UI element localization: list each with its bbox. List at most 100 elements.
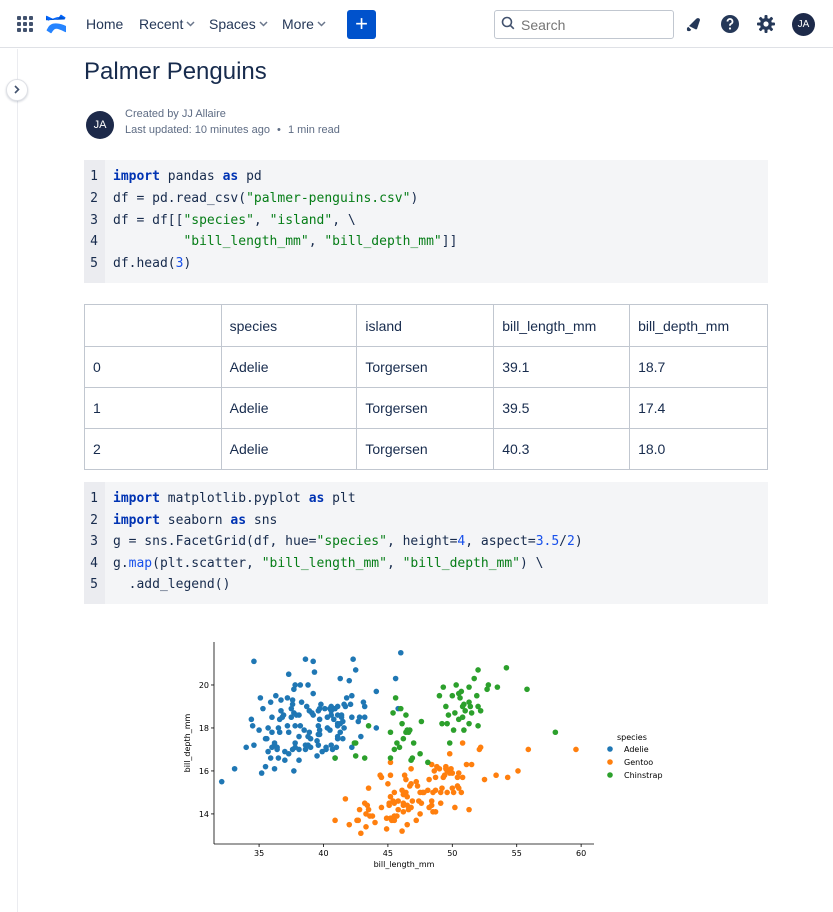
- data-point-gentoo: [417, 811, 423, 817]
- data-point-adelie: [278, 707, 284, 714]
- data-point-adelie: [285, 750, 292, 757]
- legend-marker-gentoo: [607, 759, 613, 765]
- data-point-gentoo: [399, 828, 405, 834]
- nav-recent[interactable]: Recent: [139, 0, 195, 48]
- x-axis-label: bill_length_mm: [374, 860, 435, 869]
- data-point-gentoo: [356, 806, 363, 813]
- data-point-adelie: [296, 733, 302, 740]
- data-point-adelie: [355, 718, 362, 725]
- nav-more[interactable]: More: [282, 0, 326, 48]
- data-point-adelie: [275, 725, 282, 731]
- table-cell: 2: [84, 428, 222, 470]
- data-point-adelie: [285, 671, 292, 678]
- data-point-gentoo: [394, 813, 400, 819]
- data-point-adelie: [288, 705, 295, 712]
- data-point-chinstrap: [444, 720, 450, 727]
- nav-home[interactable]: Home: [86, 0, 123, 48]
- legend-label-gentoo: Gentoo: [624, 758, 653, 767]
- data-point-adelie: [350, 656, 356, 662]
- data-point-chinstrap: [466, 684, 472, 690]
- code-text: df = df[["species", "island", \: [113, 213, 356, 228]
- app-switcher-icon[interactable]: [17, 0, 33, 48]
- search-box[interactable]: [494, 10, 674, 39]
- search-icon: [501, 16, 515, 33]
- expand-sidebar-button[interactable]: [6, 79, 28, 101]
- data-point-adelie: [314, 738, 320, 744]
- data-point-adelie: [280, 712, 287, 718]
- table-cell: 39.1: [493, 346, 631, 388]
- confluence-logo-icon[interactable]: [46, 0, 66, 48]
- table-cell: Torgersen: [356, 428, 495, 470]
- data-point-adelie: [310, 712, 316, 718]
- data-point-chinstrap: [449, 692, 456, 699]
- data-point-adelie: [265, 748, 271, 755]
- data-point-chinstrap: [475, 723, 481, 729]
- data-point-chinstrap: [392, 695, 399, 701]
- data-point-chinstrap: [417, 750, 423, 757]
- data-point-adelie: [373, 688, 380, 695]
- data-point-adelie: [316, 727, 323, 733]
- data-point-gentoo: [413, 778, 420, 785]
- data-point-gentoo: [432, 808, 439, 815]
- data-point-gentoo: [452, 804, 458, 811]
- search-input[interactable]: [521, 16, 661, 33]
- data-point-chinstrap: [387, 729, 394, 736]
- data-point-gentoo: [408, 804, 414, 811]
- notifications-icon[interactable]: [682, 12, 706, 36]
- data-point-chinstrap: [477, 707, 484, 714]
- data-point-chinstrap: [391, 746, 398, 753]
- table-row: 2 Adelie Torgersen 40.3 18.0: [84, 428, 768, 470]
- data-point-chinstrap: [390, 710, 396, 716]
- data-point-adelie: [342, 703, 349, 710]
- code-block: 1 import pandas as pd 2 df = pd.read_csv("…: [84, 160, 768, 283]
- data-point-chinstrap: [361, 755, 368, 761]
- data-point-adelie: [231, 765, 238, 772]
- data-point-adelie: [341, 725, 347, 731]
- create-button[interactable]: +: [347, 10, 376, 39]
- data-point-gentoo: [428, 798, 435, 804]
- data-point-adelie: [397, 649, 404, 656]
- data-point-gentoo: [385, 781, 391, 787]
- table-cell: 1: [84, 387, 222, 429]
- settings-gear-icon[interactable]: [754, 12, 778, 36]
- sidebar-divider: [17, 49, 18, 912]
- data-point-chinstrap: [466, 699, 472, 705]
- data-point-adelie: [358, 733, 364, 740]
- data-point-adelie: [248, 716, 255, 723]
- data-point-adelie: [327, 727, 333, 733]
- data-point-gentoo: [463, 761, 470, 768]
- data-point-chinstrap: [445, 712, 452, 718]
- data-point-adelie: [307, 735, 314, 742]
- data-point-adelie: [316, 731, 323, 738]
- data-point-adelie: [318, 701, 324, 708]
- data-point-adelie: [251, 742, 257, 748]
- data-point-adelie: [292, 723, 298, 729]
- nav-spaces[interactable]: Spaces: [209, 0, 268, 48]
- data-point-gentoo: [414, 783, 421, 789]
- scatter-chart-svg: 35 40 45 50 55 60 14 16 18 20 bill_length_mm bill_d…: [183, 642, 663, 869]
- help-icon[interactable]: [718, 12, 742, 36]
- data-point-gentoo: [404, 793, 411, 800]
- data-point-adelie: [346, 677, 353, 684]
- data-point-gentoo: [418, 800, 425, 806]
- data-point-gentoo: [342, 796, 349, 802]
- nav-recent-label: Recent: [139, 16, 184, 32]
- table-cell: 40.3: [493, 428, 631, 470]
- data-point-gentoo: [525, 746, 532, 753]
- table-cell: 17.4: [629, 387, 768, 429]
- data-point-gentoo: [387, 772, 394, 779]
- data-point-adelie: [292, 682, 298, 688]
- data-point-adelie: [269, 714, 275, 721]
- author-avatar[interactable]: JA: [86, 111, 114, 139]
- last-updated[interactable]: Last updated: 10 minutes ago: [125, 124, 270, 136]
- data-point-chinstrap: [439, 720, 445, 727]
- created-by: Created by JJ Allaire: [125, 108, 226, 120]
- data-point-adelie: [360, 699, 367, 705]
- data-point-chinstrap: [352, 753, 359, 759]
- data-point-adelie: [291, 686, 297, 693]
- data-point-gentoo: [455, 770, 462, 776]
- data-point-gentoo: [448, 765, 454, 772]
- data-point-adelie: [343, 695, 350, 701]
- user-avatar[interactable]: JA: [792, 13, 815, 36]
- column-header: bill_depth_mm: [629, 304, 768, 347]
